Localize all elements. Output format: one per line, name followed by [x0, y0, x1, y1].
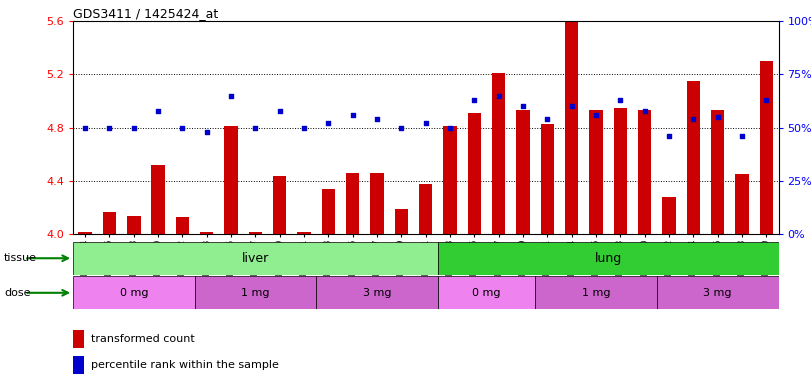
Bar	[195, 276, 316, 309]
Bar	[438, 242, 779, 275]
Bar	[638, 110, 651, 234]
Bar	[468, 113, 481, 234]
Point	[492, 93, 505, 99]
Point	[298, 125, 311, 131]
Bar	[79, 232, 92, 234]
Text: liver: liver	[242, 252, 269, 265]
Point	[200, 129, 213, 135]
Text: 3 mg: 3 mg	[703, 288, 732, 298]
Point	[152, 108, 165, 114]
Text: 0 mg: 0 mg	[119, 288, 148, 298]
Point	[565, 103, 578, 109]
Bar	[395, 209, 408, 234]
Point	[395, 125, 408, 131]
Bar	[127, 215, 140, 234]
Bar	[444, 126, 457, 234]
Text: tissue: tissue	[4, 253, 37, 263]
Bar	[225, 126, 238, 234]
Point	[663, 133, 676, 139]
Bar	[273, 175, 286, 234]
Bar	[535, 276, 657, 309]
Bar	[249, 232, 262, 234]
Bar	[103, 212, 116, 234]
Text: transformed count: transformed count	[91, 334, 195, 344]
Bar	[73, 356, 84, 374]
Text: 3 mg: 3 mg	[363, 288, 392, 298]
Point	[614, 97, 627, 103]
Bar	[176, 217, 189, 234]
Bar	[711, 110, 724, 234]
Point	[590, 112, 603, 118]
Point	[371, 116, 384, 122]
Bar	[438, 276, 535, 309]
Bar	[419, 184, 432, 234]
Bar	[152, 165, 165, 234]
Text: GDS3411 / 1425424_at: GDS3411 / 1425424_at	[73, 7, 218, 20]
Text: 1 mg: 1 mg	[241, 288, 270, 298]
Point	[225, 93, 238, 99]
Point	[517, 103, 530, 109]
Text: 1 mg: 1 mg	[581, 288, 611, 298]
Point	[176, 125, 189, 131]
Text: dose: dose	[4, 288, 31, 298]
Bar	[541, 124, 554, 234]
Point	[541, 116, 554, 122]
Bar	[73, 242, 438, 275]
Point	[419, 120, 432, 126]
Bar	[657, 276, 779, 309]
Bar	[663, 197, 676, 234]
Bar	[492, 73, 505, 234]
Point	[79, 125, 92, 131]
Bar	[517, 110, 530, 234]
Text: lung: lung	[594, 252, 622, 265]
Bar	[73, 330, 84, 349]
Point	[638, 108, 651, 114]
Bar	[614, 108, 627, 234]
Point	[468, 97, 481, 103]
Bar	[565, 21, 578, 234]
Bar	[200, 232, 213, 234]
Text: 0 mg: 0 mg	[472, 288, 501, 298]
Point	[711, 114, 724, 120]
Bar	[687, 81, 700, 234]
Bar	[316, 276, 438, 309]
Point	[760, 97, 773, 103]
Point	[103, 125, 116, 131]
Point	[736, 133, 749, 139]
Point	[687, 116, 700, 122]
Bar	[760, 61, 773, 234]
Bar	[736, 174, 749, 234]
Point	[346, 112, 359, 118]
Point	[127, 125, 140, 131]
Point	[322, 120, 335, 126]
Bar	[322, 189, 335, 234]
Bar	[73, 276, 195, 309]
Bar	[346, 173, 359, 234]
Point	[249, 125, 262, 131]
Bar	[298, 232, 311, 234]
Bar	[371, 173, 384, 234]
Point	[444, 125, 457, 131]
Bar	[590, 110, 603, 234]
Point	[273, 108, 286, 114]
Text: percentile rank within the sample: percentile rank within the sample	[91, 360, 278, 370]
